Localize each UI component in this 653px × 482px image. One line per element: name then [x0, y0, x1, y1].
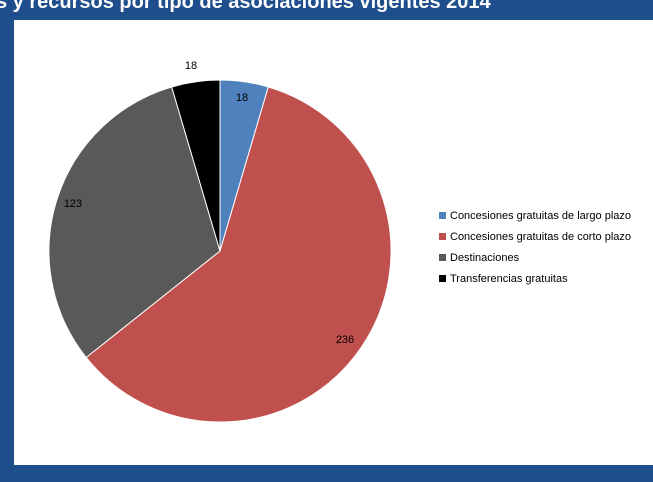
legend-swatch: [439, 233, 446, 240]
pie-slice-4: [171, 79, 221, 252]
data-label-3: 123: [64, 198, 82, 210]
legend-item-3: Destinaciones: [439, 247, 631, 268]
chart-header-title: s y recursos por tipo de asociaciones vi…: [0, 0, 491, 13]
data-label-2: 236: [336, 334, 354, 346]
title-strip: s y recursos por tipo de asociaciones vi…: [0, 0, 653, 16]
pie-chart: 18 236 123 18: [48, 60, 392, 423]
pie-slices: [48, 79, 392, 423]
legend-swatch: [439, 254, 446, 261]
legend: Concesiones gratuitas de largo plazo Conc…: [439, 205, 631, 289]
pie-slice-2: [85, 86, 392, 423]
legend-item-2: Concesiones gratuitas de corto plazo: [439, 226, 631, 247]
data-label-4: 18: [185, 60, 197, 72]
legend-label: Transferencias gratuitas: [450, 272, 568, 285]
legend-item-4: Transferencias gratuitas: [439, 268, 631, 289]
legend-label: Destinaciones: [450, 251, 520, 264]
legend-item-1: Concesiones gratuitas de largo plazo: [439, 205, 631, 226]
plot-area: 18 236 123 18 Concesiones gratuitas de larg…: [14, 20, 653, 465]
legend-label: Concesiones gratuitas de corto plazo: [450, 230, 631, 243]
legend-swatch: [439, 212, 446, 219]
pie-data-labels: 18 236 123 18: [64, 60, 354, 346]
legend-swatch: [439, 275, 446, 282]
pie-slice-3: [48, 86, 221, 359]
data-label-1: 18: [236, 92, 248, 104]
legend-label: Concesiones gratuitas de largo plazo: [450, 209, 632, 222]
